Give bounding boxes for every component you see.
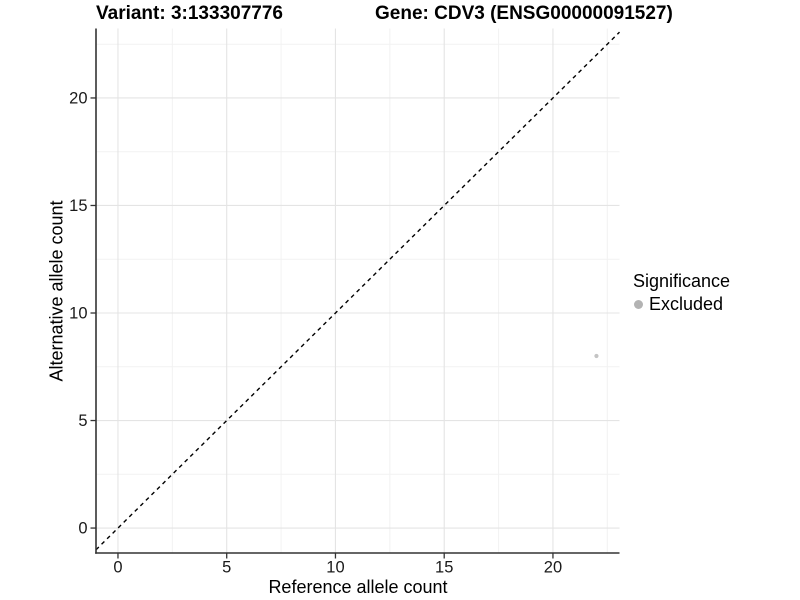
y-tick-label: 20: [69, 89, 87, 107]
x-axis-title: Reference allele count: [268, 577, 448, 597]
x-tick-label: 0: [113, 559, 122, 577]
y-tick-label: 5: [78, 412, 87, 430]
data-point: [594, 353, 599, 359]
legend-title: Significance: [633, 271, 731, 291]
y-tick-label: 15: [69, 197, 87, 215]
legend-item-label: Excluded: [649, 294, 724, 314]
y-tick-label: 0: [78, 520, 87, 538]
variant-title: Variant: 3:133307776: [96, 3, 283, 24]
y-tick-label: 10: [69, 305, 87, 323]
legend-marker-excluded-icon: [634, 300, 643, 309]
identity-line: [95, 31, 620, 551]
x-tick-label: 15: [435, 559, 453, 577]
x-tick-label: 5: [222, 559, 231, 577]
legend: Significance Excluded: [633, 270, 730, 315]
x-tick-label: 20: [544, 559, 562, 577]
legend-item-excluded: Excluded: [634, 294, 730, 315]
x-tick-label: 10: [326, 559, 344, 577]
gene-title: Gene: CDV3 (ENSG00000091527): [375, 3, 673, 24]
